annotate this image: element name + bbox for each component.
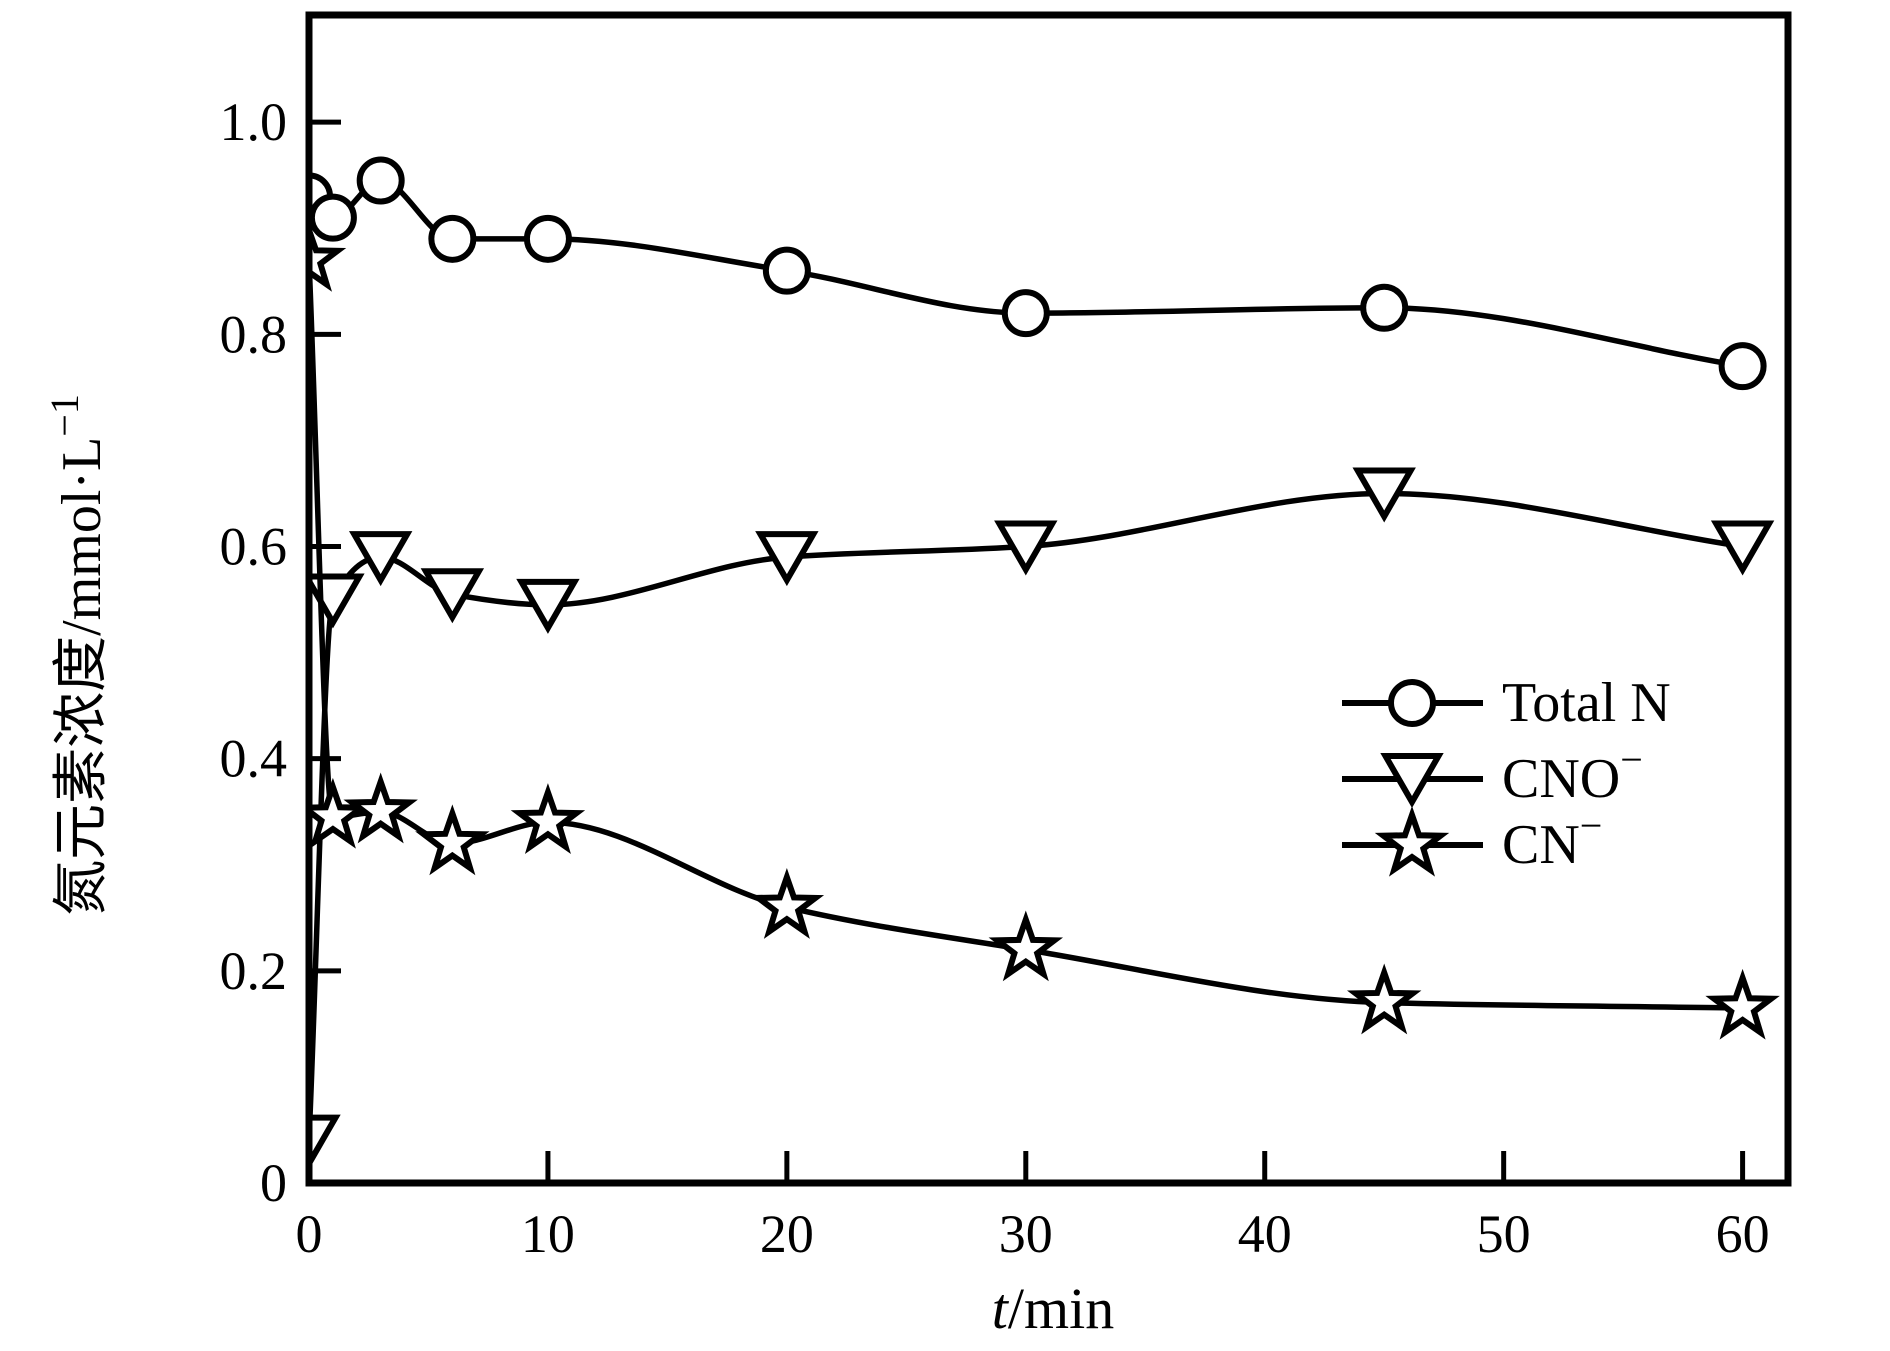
legend-label-cno: CNO− — [1502, 737, 1643, 811]
circle-marker — [356, 156, 405, 205]
x-tick-label: 40 — [1238, 1204, 1292, 1264]
legend-symbols — [1342, 679, 1483, 877]
circle-marker — [309, 193, 357, 242]
star-marker — [510, 783, 586, 854]
y-axis-label-sup: −1 — [42, 394, 87, 437]
series-total-n — [309, 156, 1767, 391]
star-marker — [309, 777, 371, 849]
y-tick-label: 0.8 — [220, 304, 288, 364]
y-tick-label: 1.0 — [220, 92, 288, 152]
circle-marker — [1718, 342, 1767, 391]
y-tick-label: 0 — [260, 1153, 287, 1213]
x-tick-label: 60 — [1716, 1204, 1770, 1264]
star-marker — [1346, 963, 1422, 1035]
triangle-down-marker — [1380, 753, 1444, 809]
series-cn — [309, 220, 1780, 1040]
triangle-down-marker — [309, 573, 365, 629]
y-tick-label: 0.2 — [220, 941, 288, 1001]
triangle-down-marker — [1710, 520, 1775, 576]
x-tick-label: 10 — [521, 1204, 575, 1264]
triangle-down-marker — [1352, 467, 1416, 523]
x-tick-label: 20 — [760, 1204, 814, 1264]
x-axis-label-symbol: t — [992, 1276, 1010, 1341]
circle-marker — [523, 214, 572, 263]
star-marker — [1374, 805, 1450, 877]
axes-layer: 0 10 20 30 40 50 60 0 0.2 0.4 0.6 0.8 1.0 — [220, 92, 1770, 1264]
star-marker — [343, 772, 418, 844]
y-axis-label-text: 氮元素浓度/mmol·L — [51, 437, 113, 916]
circle-marker — [1360, 283, 1409, 332]
y-axis-label: 氮元素浓度/mmol·L−1 — [42, 394, 113, 916]
star-marker — [749, 868, 825, 939]
star-marker — [309, 220, 347, 292]
y-tick-label: 0.6 — [220, 516, 288, 576]
triangle-down-marker — [309, 1114, 341, 1170]
y-tick-label: 0.4 — [220, 729, 288, 789]
circle-marker — [762, 246, 811, 295]
triangle-down-marker — [420, 568, 485, 624]
star-marker — [1705, 968, 1780, 1040]
plot-border — [305, 11, 1792, 1187]
x-axis-label-unit: /min — [1008, 1276, 1114, 1341]
star-marker — [415, 804, 490, 876]
triangle-down-marker — [348, 531, 413, 587]
star-marker — [988, 910, 1064, 982]
triangle-down-marker — [994, 520, 1058, 576]
circle-marker — [1388, 679, 1436, 727]
legend: Total N CNO− CN− — [1342, 672, 1671, 877]
circle-marker — [428, 214, 477, 263]
x-axis-label: t/min — [992, 1276, 1114, 1341]
circle-marker — [1001, 289, 1050, 338]
x-tick-label: 0 — [296, 1204, 323, 1264]
legend-label-cn: CN− — [1502, 803, 1602, 877]
series-line-cn — [309, 259, 1743, 1011]
x-tick-label: 30 — [999, 1204, 1053, 1264]
triangle-down-marker — [516, 578, 580, 634]
legend-label-total-n: Total N — [1502, 672, 1671, 734]
plot-series-layer — [309, 156, 1780, 1170]
triangle-down-marker — [755, 531, 819, 587]
x-tick-label: 50 — [1477, 1204, 1531, 1264]
series-line-total-n — [309, 177, 1744, 369]
